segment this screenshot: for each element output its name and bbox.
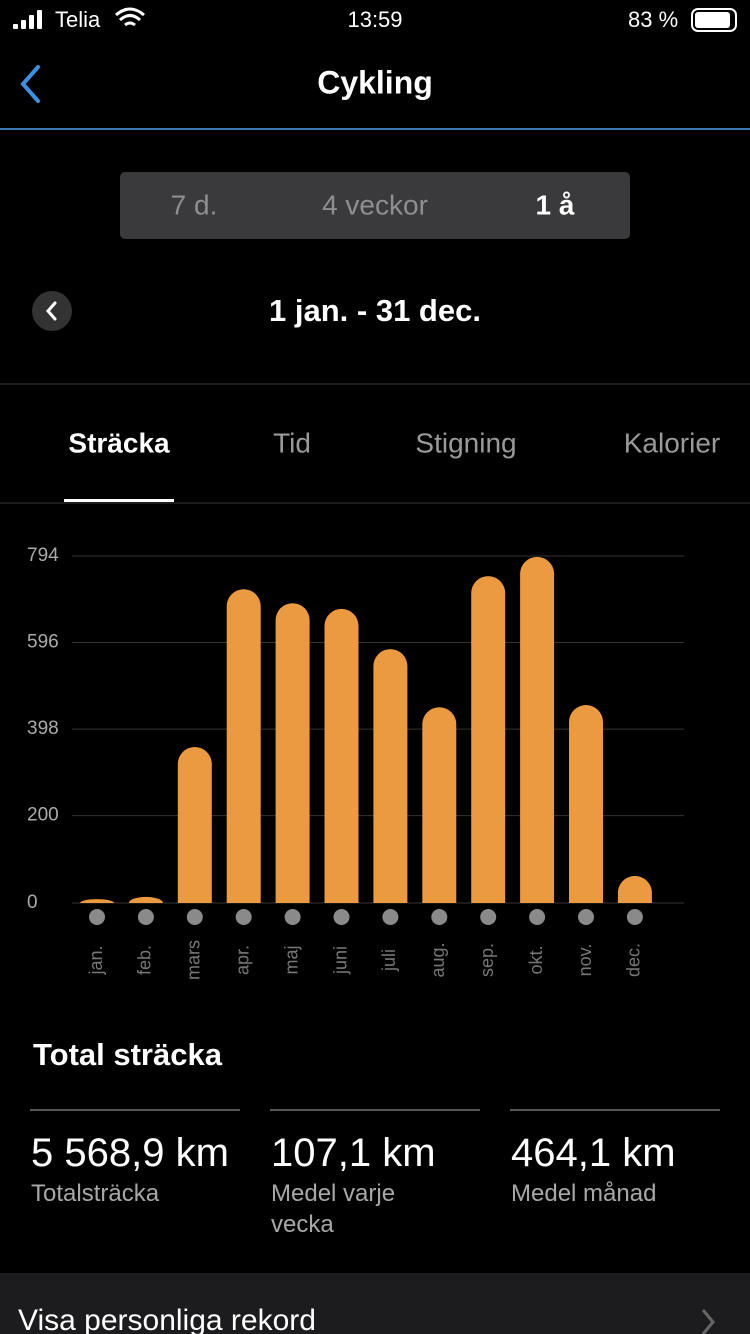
tab-indicator xyxy=(64,499,174,502)
x-tick-label: juli xyxy=(379,949,399,972)
category-dot xyxy=(235,909,252,925)
metric-tab[interactable]: Sträcka xyxy=(68,427,170,458)
period-tab[interactable]: 1 å xyxy=(536,189,575,220)
category-dot xyxy=(89,909,105,925)
period-tab[interactable]: 4 veckor xyxy=(322,189,428,220)
period-tab[interactable]: 7 d. xyxy=(171,189,218,220)
x-tick-label: mars xyxy=(184,940,204,980)
chart: 0 200 398 596 794 jan. feb. mars apr. maj juni juli… xyxy=(27,545,684,980)
category-dot xyxy=(626,909,643,925)
bar xyxy=(226,589,261,903)
metric-tab[interactable]: Kalorier xyxy=(624,427,720,458)
battery-level: 83 % xyxy=(628,7,678,32)
bar xyxy=(177,746,212,903)
battery-fill xyxy=(695,12,730,28)
previous-button[interactable] xyxy=(32,291,72,331)
stat-label: Medel månad xyxy=(511,1180,657,1207)
records-link[interactable]: Visa personliga rekord xyxy=(18,1304,316,1334)
summary-title: Total sträcka xyxy=(33,1037,223,1072)
stat-label: Totalsträcka xyxy=(31,1180,160,1207)
bar xyxy=(128,896,163,903)
bar xyxy=(471,576,506,903)
header-title: Cykling xyxy=(317,64,433,100)
stat-value: 107,1 km xyxy=(271,1131,436,1175)
stat-value: 5 568,9 km xyxy=(31,1131,229,1175)
x-tick-label: okt. xyxy=(526,945,546,974)
previous-icon xyxy=(46,301,57,321)
bar xyxy=(80,899,114,903)
stat: 107,1 km Medel varje vecka xyxy=(271,1128,441,1240)
category-dot xyxy=(333,909,350,925)
x-tick-label: maj xyxy=(281,945,301,974)
y-tick-label: 0 xyxy=(27,892,38,913)
category-dot xyxy=(578,909,594,925)
x-tick-label: sep. xyxy=(477,943,497,977)
carrier: Telia xyxy=(55,7,101,32)
battery xyxy=(691,8,737,32)
metric-tab[interactable]: Tid xyxy=(273,427,311,458)
category-dot xyxy=(382,909,399,925)
stat-label: Medel varje vecka xyxy=(271,1180,396,1238)
y-tick-label: 794 xyxy=(27,545,59,566)
x-tick-label: dec. xyxy=(624,943,644,977)
bar xyxy=(324,608,359,903)
category-dot xyxy=(284,909,301,925)
x-tick-label: feb. xyxy=(135,945,155,975)
x-tick-label: apr. xyxy=(232,945,252,975)
records-row[interactable] xyxy=(0,1273,750,1334)
category-dot xyxy=(137,909,154,925)
stat-value: 464,1 km xyxy=(511,1131,676,1175)
bar xyxy=(275,603,310,903)
back-button[interactable] xyxy=(20,65,40,103)
x-tick-label: juni xyxy=(330,946,350,975)
date-range: 1 jan. - 31 dec. xyxy=(269,293,481,328)
metric-tab[interactable]: Stigning xyxy=(415,427,516,458)
stat: 464,1 km Medel månad xyxy=(511,1128,726,1209)
bar xyxy=(422,707,457,903)
wifi xyxy=(115,7,145,27)
x-tick-label: jan. xyxy=(86,945,106,975)
category-dot xyxy=(431,909,448,925)
y-tick-label: 596 xyxy=(27,632,59,653)
chevron xyxy=(701,1309,715,1334)
stat: 5 568,9 km Totalsträcka xyxy=(31,1128,246,1209)
y-tick-label: 200 xyxy=(27,805,59,826)
signal xyxy=(13,10,42,29)
bar xyxy=(520,556,555,903)
y-tick-label: 398 xyxy=(27,718,59,739)
bar xyxy=(569,705,603,903)
category-dot xyxy=(186,909,203,925)
bar xyxy=(373,649,408,903)
time: 13:59 xyxy=(347,7,402,32)
category-dot xyxy=(480,909,497,925)
x-tick-label: aug. xyxy=(428,942,448,977)
category-dot xyxy=(529,909,546,925)
bar xyxy=(617,875,652,903)
x-tick-label: nov. xyxy=(575,944,595,977)
period-control xyxy=(120,172,630,239)
